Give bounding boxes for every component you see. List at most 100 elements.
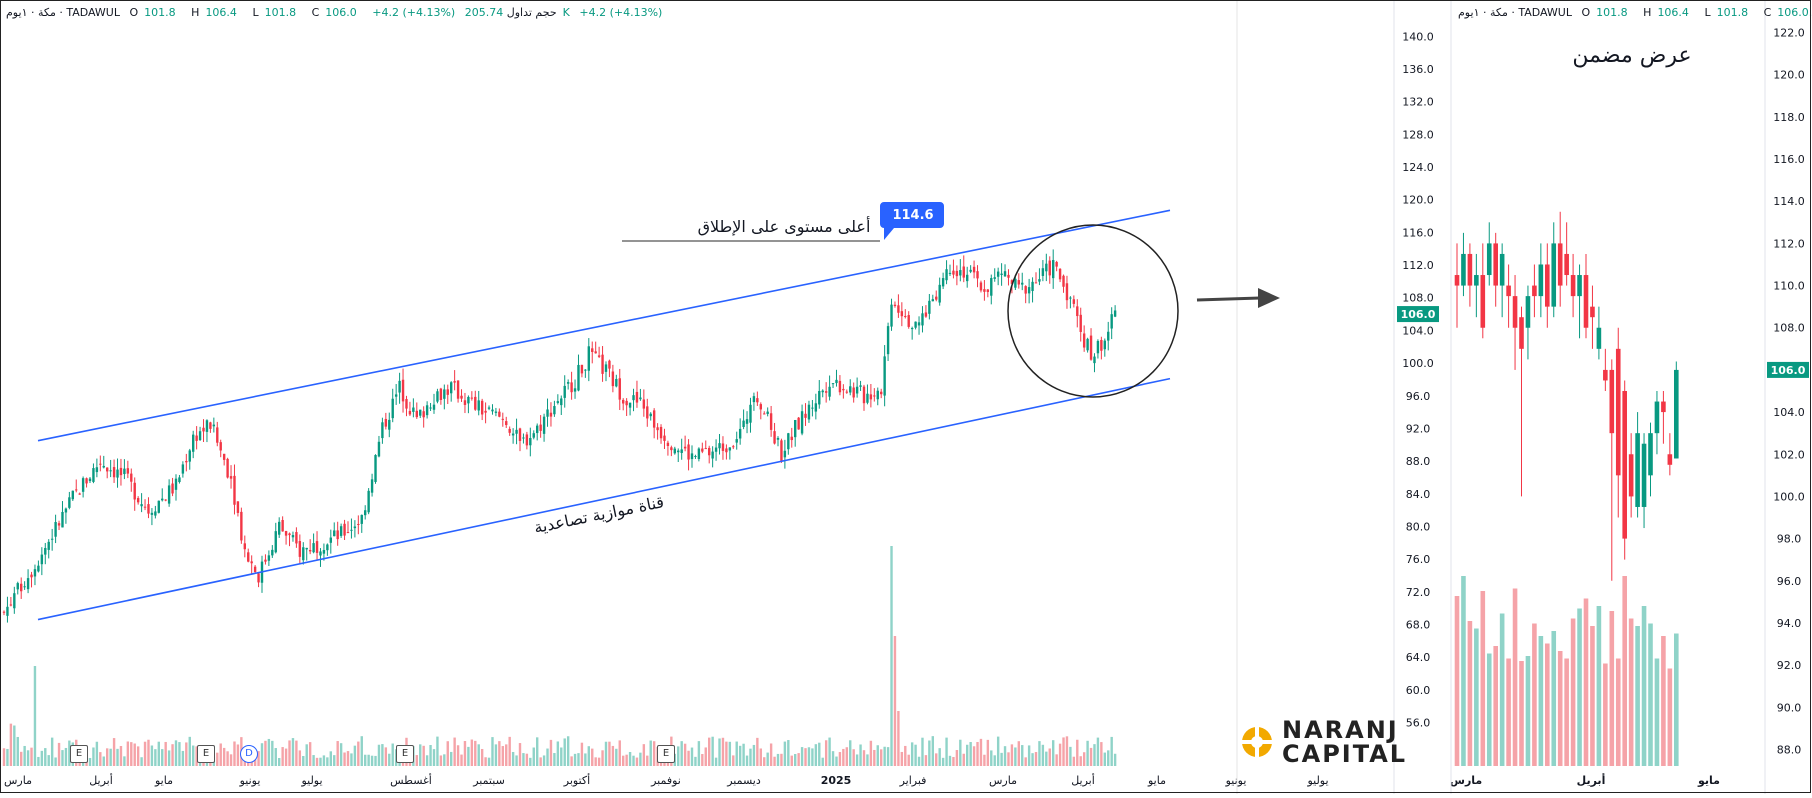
volume-bar — [873, 749, 876, 766]
candle-body — [1055, 261, 1058, 267]
volume-bar — [315, 757, 319, 766]
candle-body — [401, 379, 405, 402]
inset-candle-body — [1532, 285, 1537, 297]
earnings-marker[interactable]: E — [70, 745, 88, 763]
candle-body — [1103, 340, 1106, 350]
candle-body — [494, 411, 498, 413]
candle-body — [683, 446, 687, 449]
volume-bar — [941, 757, 945, 766]
candle-body — [305, 547, 308, 550]
candle-body — [446, 389, 449, 395]
volume-bar — [1062, 737, 1065, 766]
volume-bar — [990, 750, 993, 766]
candle-body — [983, 289, 986, 292]
candle-body — [573, 388, 577, 392]
candle-body — [917, 322, 921, 326]
candle-body — [996, 271, 1000, 277]
candle-body — [415, 410, 418, 418]
candle-body — [591, 348, 594, 353]
volume-bar — [154, 749, 157, 766]
candle-body — [708, 447, 711, 456]
candle-body — [436, 391, 439, 402]
volume-bar — [30, 747, 33, 766]
volume-bar — [257, 751, 260, 766]
volume-bar — [928, 740, 931, 766]
candle-body — [518, 428, 522, 441]
volume-bar — [1000, 752, 1003, 766]
inset-x-tick-label: أبريل — [1577, 773, 1606, 787]
volume-bar — [914, 744, 917, 766]
volume-bar — [794, 754, 797, 766]
earnings-marker[interactable]: E — [657, 745, 675, 763]
candle-body — [966, 274, 969, 282]
volume-bar — [1100, 742, 1103, 766]
inset-volume-bar — [1454, 596, 1460, 766]
volume-bar — [47, 755, 50, 766]
volume-bar — [646, 755, 649, 766]
x-tick-label: سبتمبر — [472, 774, 505, 787]
volume-bar — [284, 748, 288, 766]
inset-volume-bar — [1667, 668, 1673, 766]
candle-body — [828, 386, 831, 397]
candle-body — [425, 405, 429, 416]
candle-body — [656, 427, 659, 431]
candle-body — [539, 424, 542, 431]
volume-bar — [800, 747, 804, 766]
candle-body — [198, 431, 202, 441]
channel-line — [37, 209, 1171, 442]
volume-bar — [422, 745, 425, 766]
volume-bar — [718, 738, 721, 766]
candle-body — [167, 485, 171, 504]
inset-volume-bar — [1545, 643, 1550, 766]
candle-body — [594, 351, 597, 354]
candle-body — [381, 422, 384, 439]
candle-body — [130, 473, 133, 482]
volume-bar — [40, 750, 44, 766]
volume-bar — [174, 740, 178, 766]
inset-y-tick-label: 96.0 — [1777, 575, 1802, 588]
x-tick-label: 2025 — [821, 774, 852, 787]
candle-body — [869, 394, 873, 400]
candle-body — [542, 416, 546, 434]
volume-bar — [855, 754, 859, 766]
candle-body — [511, 433, 515, 436]
candle-body — [577, 364, 580, 391]
candle-body — [687, 444, 690, 460]
channel-label: قناة موازية تصاعدية — [532, 492, 665, 538]
candle-body — [116, 469, 119, 478]
volume-bar — [140, 757, 143, 766]
candle-body — [37, 565, 40, 572]
volume-bar — [185, 742, 188, 766]
volume-bar — [99, 752, 102, 766]
volume-bar — [1076, 739, 1079, 766]
candle-body — [556, 401, 560, 403]
candle-body — [164, 499, 167, 501]
volume-bar — [652, 741, 656, 766]
inset-volume-bar — [1467, 621, 1473, 766]
volume-bar — [1027, 745, 1031, 766]
x-tick-label: مارس — [989, 774, 1017, 787]
candle-body — [1017, 280, 1020, 285]
volume-bar — [37, 756, 40, 766]
main-ohlc-legend: مكة · ١يوم · TADAWUL O 101.8 H 106.4 L 101.… — [6, 6, 663, 19]
earnings-marker[interactable]: E — [197, 745, 215, 763]
volume-bar — [611, 745, 615, 766]
earnings-marker[interactable]: E — [396, 745, 414, 763]
volume-bar — [993, 755, 996, 766]
volume-bar — [1014, 747, 1017, 766]
volume-bar — [811, 748, 814, 766]
last-price-tag — [1397, 306, 1439, 323]
dividend-marker[interactable]: D — [240, 745, 258, 763]
volume-bar — [16, 736, 19, 766]
candle-body — [835, 379, 838, 384]
volume-bar — [728, 741, 732, 766]
candle-body — [608, 360, 611, 369]
volume-bar — [432, 749, 436, 766]
candle-body — [1031, 281, 1034, 292]
volume-bar — [828, 737, 831, 766]
candle-body — [233, 475, 236, 505]
candle-body — [240, 511, 243, 541]
candle-body — [914, 321, 917, 328]
candle-body — [75, 489, 78, 491]
